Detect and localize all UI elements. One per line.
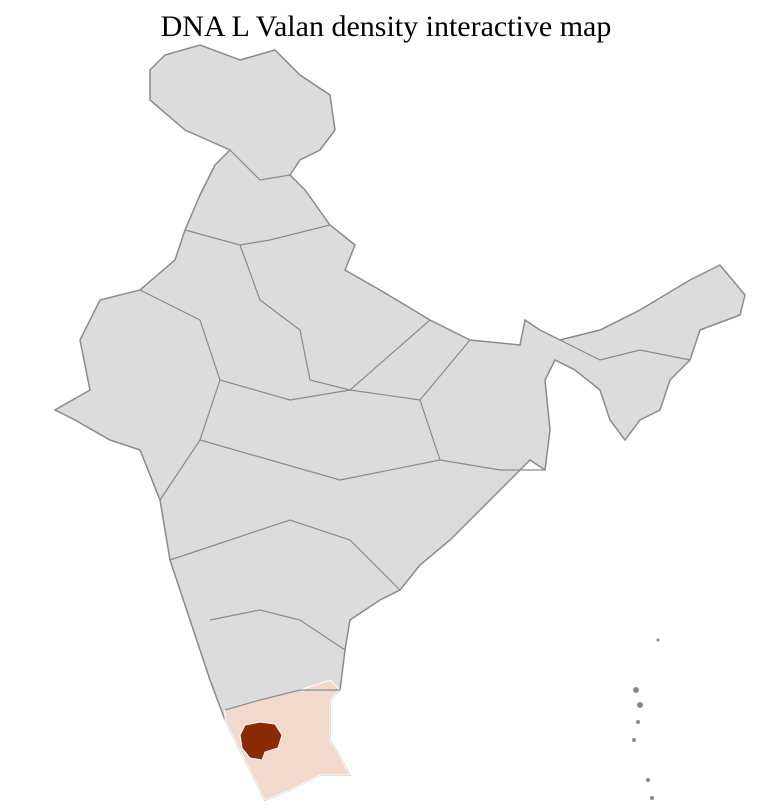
state-borders bbox=[139, 149, 691, 711]
india-outline[interactable] bbox=[53, 44, 746, 801]
andaman-islands bbox=[632, 638, 660, 800]
map-title: DNA L Valan density interactive map bbox=[160, 10, 612, 43]
region-low-density[interactable] bbox=[224, 679, 351, 801]
region-high-density[interactable] bbox=[239, 721, 283, 761]
